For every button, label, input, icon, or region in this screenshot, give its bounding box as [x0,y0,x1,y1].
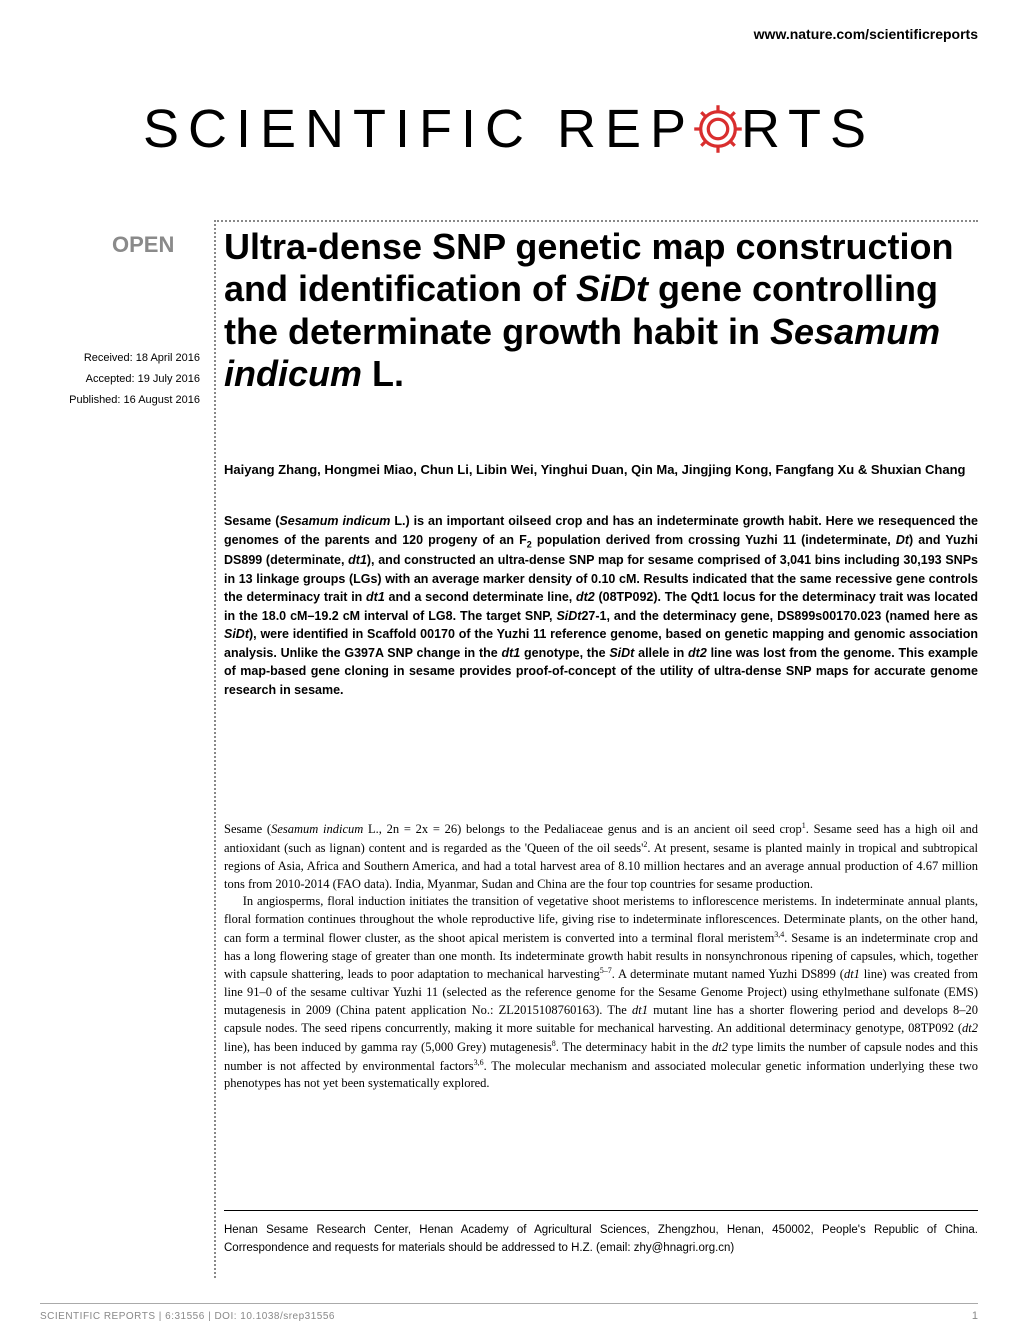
abstract-italic: SiDt [224,627,249,641]
abstract-text: allele in [634,646,688,660]
citation-sup: 3,4 [774,930,784,939]
abstract-text: Sesame ( [224,514,279,528]
open-access-badge: OPEN [112,232,174,258]
abstract-italic: Sesamum indicum [279,514,390,528]
affiliation: Henan Sesame Research Center, Henan Acad… [224,1222,978,1258]
date-accepted: Accepted: 19 July 2016 [30,369,200,390]
body-italic: dt1 [632,1003,648,1017]
body-text-span: . A determinate mutant named Yuzhi DS899… [612,968,844,982]
body-italic: dt2 [712,1040,728,1054]
date-received: Received: 18 April 2016 [30,348,200,369]
body-text-span: . The determinacy habit in the [556,1040,712,1054]
paragraph-1: Sesame (Sesamum indicum L., 2n = 2x = 26… [224,820,978,893]
abstract-text: 27-1, and the determinacy gene, DS899s00… [581,609,978,623]
page-footer: Scientific Reports | 6:31556 | DOI: 10.1… [40,1303,978,1322]
body-text-span: line), has been induced by gamma ray (5,… [224,1040,552,1054]
footer-doi: | 6:31556 | DOI: 10.1038/srep31556 [156,1311,335,1322]
paragraph-2: In angiosperms, floral induction initiat… [224,893,978,1093]
abstract-italic: Dt [896,533,909,547]
abstract: Sesame (Sesamum indicum L.) is an import… [224,512,978,699]
journal-logo: SCIENTIFIC REP RTS [40,98,978,160]
gear-icon [691,102,745,156]
abstract-text: genotype, the [520,646,609,660]
logo-text-left: SCIENTIFIC REP [143,98,695,160]
article-title: Ultra-dense SNP genetic map construction… [224,226,978,396]
body-italic: dt2 [962,1021,978,1035]
abstract-italic: dt2 [688,646,707,660]
abstract-text: and a second determinate line, [385,590,576,604]
abstract-italic: SiDt [556,609,581,623]
body-italic: Sesamum indicum [271,822,363,836]
date-published: Published: 16 August 2016 [30,390,200,411]
citation-sup: 5–7 [600,966,612,975]
footer-journal: Scientific Reports [40,1311,156,1322]
header-url[interactable]: www.nature.com/scientificreports [754,26,978,42]
footer-citation: Scientific Reports | 6:31556 | DOI: 10.1… [40,1311,335,1322]
divider-left [214,220,216,1278]
abstract-italic: dt1 [366,590,385,604]
affiliation-divider [224,1210,978,1211]
abstract-italic: dt1 [501,646,520,660]
logo-text-right: RTS [741,98,875,160]
abstract-italic: SiDt [609,646,634,660]
body-italic: dt1 [844,968,860,982]
body-text-span: L., 2n = 2x = 26) belongs to the Pedalia… [363,822,801,836]
title-part3: L. [362,353,404,394]
abstract-text: population derived from crossing Yuzhi 1… [532,533,896,547]
body-text-span: Sesame ( [224,822,271,836]
body-text: Sesame (Sesamum indicum L., 2n = 2x = 26… [224,820,978,1093]
page-number: 1 [972,1310,978,1322]
abstract-italic: dt2 [576,590,595,604]
citation-sup: 3,6 [474,1058,484,1067]
author-list: Haiyang Zhang, Hongmei Miao, Chun Li, Li… [224,460,978,480]
publication-dates: Received: 18 April 2016 Accepted: 19 Jul… [30,348,200,411]
title-italic1: SiDt [576,268,648,309]
divider-top [214,220,978,222]
abstract-italic: dt1 [348,553,367,567]
